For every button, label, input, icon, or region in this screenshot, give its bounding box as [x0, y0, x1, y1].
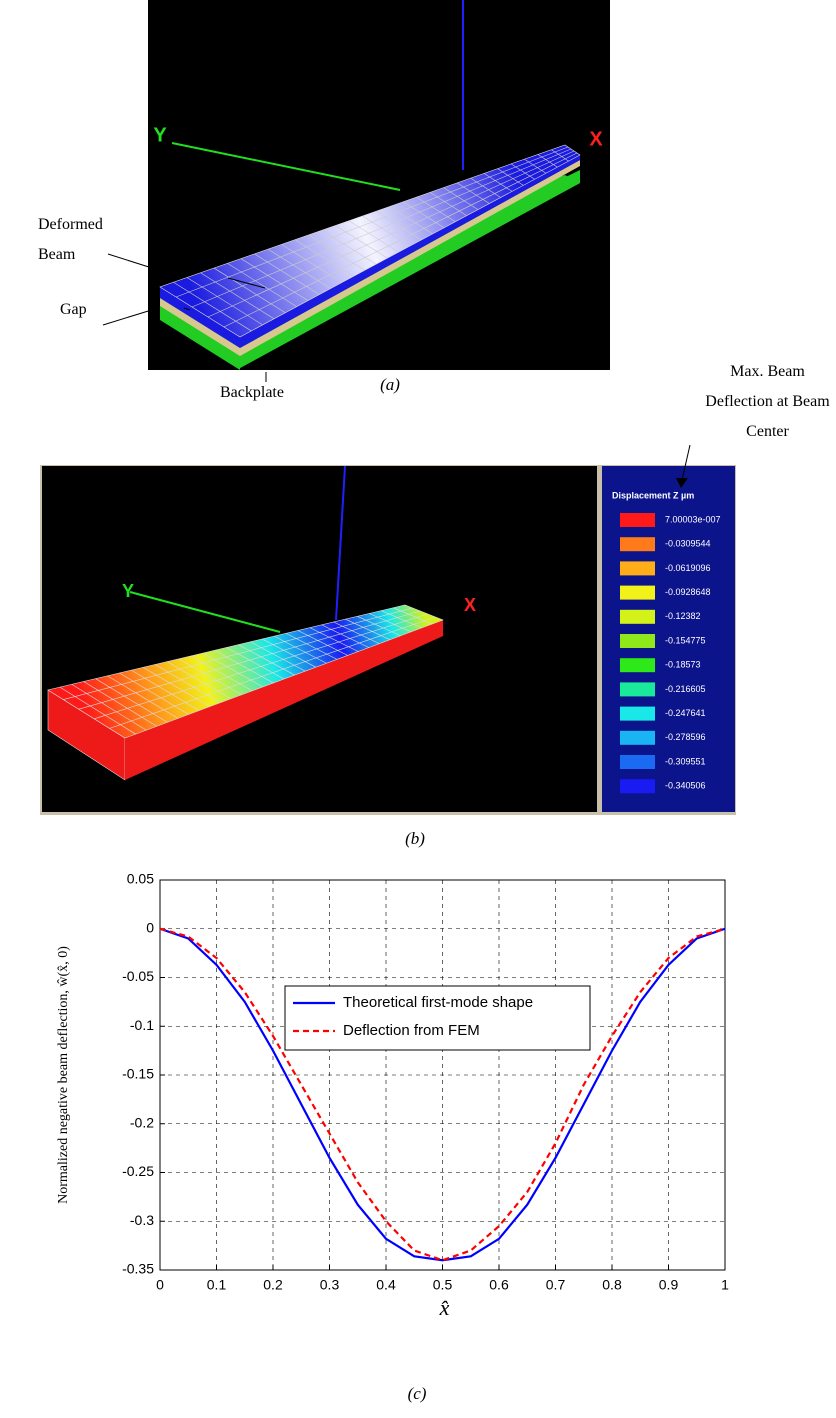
x-tick-label: 0.9	[659, 1277, 679, 1293]
legend-swatch	[620, 634, 655, 648]
x-tick-label: 0.1	[207, 1277, 227, 1293]
axis-label: X	[589, 128, 603, 150]
legend-swatch	[620, 586, 655, 600]
x-tick-label: 0.4	[376, 1277, 396, 1293]
x-tick-label: 0.6	[489, 1277, 509, 1293]
axis-label: Y	[153, 124, 167, 146]
legend-swatch	[620, 707, 655, 721]
legend-label: -0.216605	[665, 684, 706, 694]
legend-swatch	[620, 755, 655, 769]
legend-swatch	[620, 682, 655, 696]
x-tick-label: 1	[721, 1277, 729, 1293]
legend-label: -0.0928648	[665, 587, 711, 597]
legend-label: -0.309551	[665, 756, 706, 766]
caption: (b)	[405, 829, 425, 848]
legend-swatch	[620, 610, 655, 624]
x-tick-label: 0.5	[433, 1277, 453, 1293]
annotation: Gap	[60, 295, 87, 325]
legend-label: -0.340506	[665, 781, 706, 791]
y-tick-label: -0.35	[122, 1261, 154, 1277]
legend-label: -0.154775	[665, 635, 706, 645]
y-tick-label: -0.3	[130, 1212, 154, 1228]
legend-label: 7.00003e-007	[665, 514, 721, 524]
pointer	[108, 254, 152, 268]
legend-label: Theoretical first-mode shape	[343, 994, 533, 1011]
annotation: Max. Beam Deflection at Beam Center	[695, 357, 836, 447]
axis-label: Y	[122, 581, 134, 601]
figure: Y X (a) Y X Displacement Z µm 7.00003e-0…	[0, 0, 836, 1418]
caption: (c)	[408, 1384, 427, 1403]
y-axis-label: Normalized negative beam deflection, ŵ(x…	[56, 946, 71, 1204]
legend-label: Deflection from FEM	[343, 1022, 480, 1039]
x-tick-label: 0	[156, 1277, 164, 1293]
y-tick-label: 0.05	[127, 871, 154, 887]
x-tick-label: 0.2	[263, 1277, 283, 1293]
x-tick-label: 0.7	[546, 1277, 566, 1293]
legend-swatch	[620, 513, 655, 527]
y-tick-label: -0.25	[122, 1163, 154, 1179]
legend-title: Displacement Z µm	[612, 490, 694, 500]
legend-swatch	[620, 537, 655, 551]
y-tick-label: -0.15	[122, 1066, 154, 1082]
x-tick-label: 0.3	[320, 1277, 340, 1293]
y-tick-label: -0.2	[130, 1114, 154, 1130]
annotation: Deformed Beam	[38, 210, 108, 270]
chart: 0.050-0.05-0.1-0.15-0.2-0.25-0.3-0.3500.…	[56, 871, 729, 1403]
legend-label: -0.12382	[665, 611, 701, 621]
axis-label: X	[464, 595, 476, 615]
y-tick-label: 0	[146, 919, 154, 935]
annotation: Backplate	[220, 378, 284, 408]
legend-swatch	[620, 561, 655, 575]
x-tick-label: 0.8	[602, 1277, 622, 1293]
figure-canvas: Y X (a) Y X Displacement Z µm 7.00003e-0…	[0, 0, 836, 1418]
legend-label: -0.18573	[665, 660, 701, 670]
legend-label: -0.247641	[665, 708, 706, 718]
y-tick-label: -0.05	[122, 968, 154, 984]
legend-swatch	[620, 779, 655, 793]
legend-swatch	[620, 658, 655, 672]
legend-label: -0.0309544	[665, 539, 711, 549]
legend-label: -0.278596	[665, 732, 706, 742]
caption: (a)	[380, 375, 400, 394]
y-tick-label: -0.1	[130, 1017, 154, 1033]
legend-swatch	[620, 731, 655, 745]
x-axis-label: x̂	[439, 1295, 450, 1320]
legend-label: -0.0619096	[665, 563, 711, 573]
